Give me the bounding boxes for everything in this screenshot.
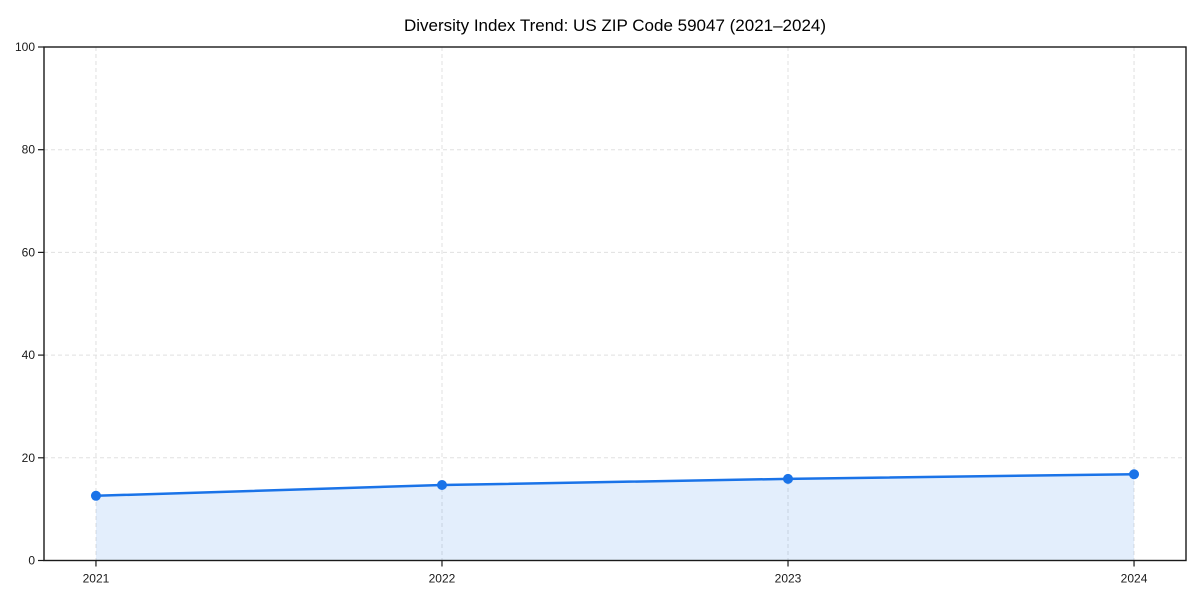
series-line <box>94 472 1136 498</box>
x-tick-label: 2021 <box>83 572 110 586</box>
data-point-marker <box>436 480 447 491</box>
y-tick-label: 100 <box>15 40 35 54</box>
data-point-marker <box>783 473 794 484</box>
y-tick-label: 80 <box>22 143 36 157</box>
data-point-marker <box>1129 469 1140 480</box>
y-tick-label: 20 <box>22 451 36 465</box>
plot-spines <box>43 46 1187 562</box>
x-tick-label: 2022 <box>429 572 456 586</box>
series-area-fill <box>95 474 1135 561</box>
axes-layer <box>38 46 1187 567</box>
y-tick-label: 0 <box>28 554 35 568</box>
series-layer <box>90 469 1140 561</box>
chart-title: Diversity Index Trend: US ZIP Code 59047… <box>404 16 826 35</box>
data-point-marker <box>90 490 101 501</box>
x-tick-label: 2023 <box>775 572 802 586</box>
y-tick-label: 60 <box>22 245 36 259</box>
tick-labels-layer: 0 20 40 60 80 100 2021 2022 2023 2024 <box>15 40 1148 586</box>
y-tick-label: 40 <box>22 348 36 362</box>
x-tick-label: 2024 <box>1121 572 1148 586</box>
